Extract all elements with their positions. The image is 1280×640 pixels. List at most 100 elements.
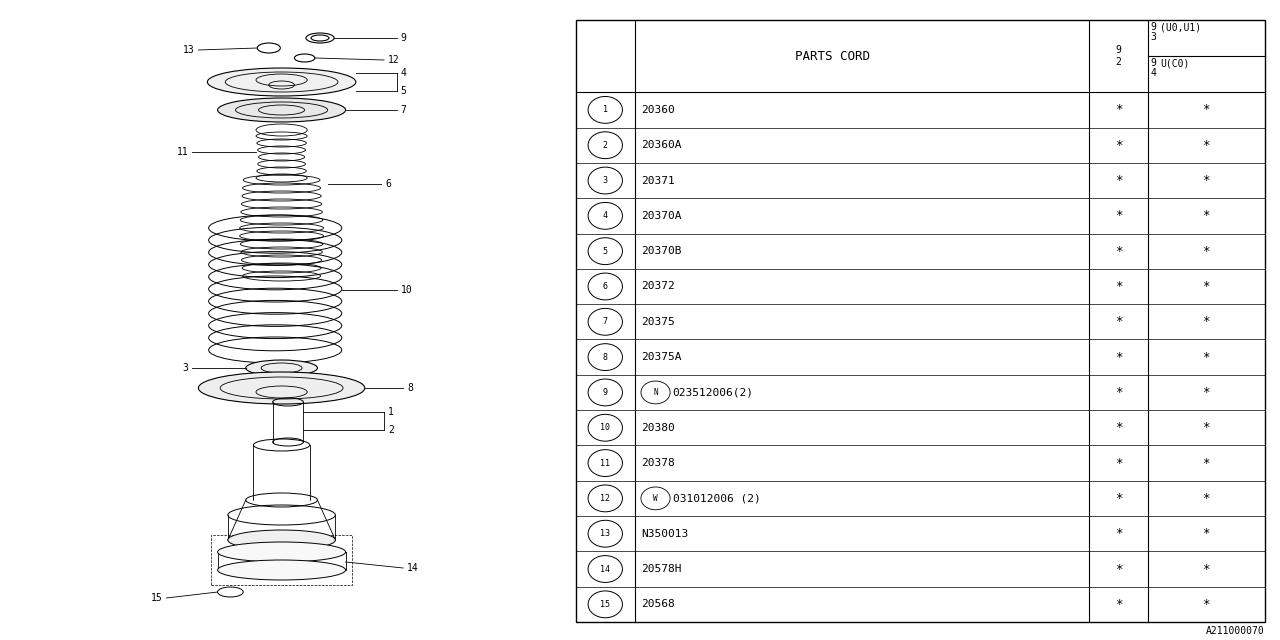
Circle shape bbox=[588, 379, 622, 406]
Bar bbox=[211, 535, 352, 585]
Text: 20375: 20375 bbox=[641, 317, 675, 327]
Text: 20370A: 20370A bbox=[641, 211, 681, 221]
Text: 9: 9 bbox=[603, 388, 608, 397]
Text: 20371: 20371 bbox=[641, 175, 675, 186]
Text: *: * bbox=[1115, 139, 1123, 152]
Text: 4: 4 bbox=[1151, 68, 1156, 78]
Text: 20380: 20380 bbox=[641, 423, 675, 433]
Circle shape bbox=[588, 520, 622, 547]
Ellipse shape bbox=[218, 98, 346, 122]
Text: 4: 4 bbox=[603, 211, 608, 220]
Text: 20360A: 20360A bbox=[641, 140, 681, 150]
Text: 9: 9 bbox=[1151, 22, 1156, 32]
Text: *: * bbox=[1202, 244, 1210, 258]
Text: 14: 14 bbox=[600, 564, 611, 573]
Text: *: * bbox=[1202, 421, 1210, 435]
Circle shape bbox=[588, 97, 622, 124]
Text: 9: 9 bbox=[1151, 58, 1156, 68]
Text: *: * bbox=[1115, 492, 1123, 505]
Circle shape bbox=[641, 487, 671, 510]
Text: 3: 3 bbox=[603, 176, 608, 185]
Text: 20360: 20360 bbox=[641, 105, 675, 115]
Text: 13: 13 bbox=[600, 529, 611, 538]
Text: *: * bbox=[1115, 209, 1123, 222]
Circle shape bbox=[588, 202, 622, 229]
Text: 7: 7 bbox=[603, 317, 608, 326]
Text: 3: 3 bbox=[182, 363, 188, 373]
Ellipse shape bbox=[246, 360, 317, 376]
Ellipse shape bbox=[228, 530, 335, 550]
Text: 15: 15 bbox=[600, 600, 611, 609]
Text: 3: 3 bbox=[1151, 32, 1156, 42]
Text: *: * bbox=[1115, 316, 1123, 328]
Circle shape bbox=[588, 414, 622, 441]
Text: 12: 12 bbox=[600, 494, 611, 503]
Circle shape bbox=[588, 167, 622, 194]
Ellipse shape bbox=[218, 542, 346, 562]
Text: *: * bbox=[1115, 174, 1123, 187]
Text: (U0,U1): (U0,U1) bbox=[1161, 22, 1202, 32]
Text: 6: 6 bbox=[385, 179, 392, 189]
Text: *: * bbox=[1202, 527, 1210, 540]
Circle shape bbox=[588, 344, 622, 371]
Text: *: * bbox=[1115, 421, 1123, 435]
Text: *: * bbox=[1202, 104, 1210, 116]
Circle shape bbox=[588, 273, 622, 300]
Text: 5: 5 bbox=[401, 86, 407, 96]
Text: 7: 7 bbox=[401, 105, 407, 115]
Text: 2: 2 bbox=[388, 425, 394, 435]
Text: *: * bbox=[1115, 280, 1123, 293]
Text: 10: 10 bbox=[401, 285, 412, 295]
Text: *: * bbox=[1115, 104, 1123, 116]
Text: 13: 13 bbox=[183, 45, 195, 55]
Circle shape bbox=[588, 308, 622, 335]
Circle shape bbox=[588, 237, 622, 264]
Text: *: * bbox=[1115, 386, 1123, 399]
Text: 12: 12 bbox=[388, 55, 399, 65]
Circle shape bbox=[588, 450, 622, 477]
Text: 15: 15 bbox=[151, 593, 163, 603]
Circle shape bbox=[588, 132, 622, 159]
Text: *: * bbox=[1202, 456, 1210, 470]
Text: 1: 1 bbox=[388, 407, 394, 417]
Text: *: * bbox=[1202, 174, 1210, 187]
Text: W: W bbox=[653, 494, 658, 503]
Circle shape bbox=[588, 485, 622, 512]
Text: 5: 5 bbox=[603, 246, 608, 255]
Text: 9: 9 bbox=[401, 33, 407, 43]
Text: *: * bbox=[1202, 280, 1210, 293]
Ellipse shape bbox=[198, 372, 365, 404]
Ellipse shape bbox=[207, 68, 356, 96]
Text: 20372: 20372 bbox=[641, 282, 675, 291]
Text: 4: 4 bbox=[401, 68, 407, 78]
Circle shape bbox=[641, 381, 671, 404]
Text: 2: 2 bbox=[603, 141, 608, 150]
Text: *: * bbox=[1115, 244, 1123, 258]
Text: *: * bbox=[1115, 598, 1123, 611]
Text: *: * bbox=[1202, 492, 1210, 505]
Text: N350013: N350013 bbox=[641, 529, 689, 539]
Text: *: * bbox=[1202, 209, 1210, 222]
Text: 20568: 20568 bbox=[641, 599, 675, 609]
Text: 20375A: 20375A bbox=[641, 352, 681, 362]
Text: 8: 8 bbox=[407, 383, 413, 393]
Text: 11: 11 bbox=[177, 147, 188, 157]
Text: 9: 9 bbox=[1115, 45, 1121, 55]
Text: *: * bbox=[1115, 563, 1123, 575]
Text: 20578H: 20578H bbox=[641, 564, 681, 574]
Text: *: * bbox=[1202, 139, 1210, 152]
Text: 8: 8 bbox=[603, 353, 608, 362]
Text: 6: 6 bbox=[603, 282, 608, 291]
Text: 031012006 (2): 031012006 (2) bbox=[673, 493, 760, 504]
Circle shape bbox=[588, 556, 622, 582]
Ellipse shape bbox=[218, 560, 346, 580]
Text: *: * bbox=[1202, 316, 1210, 328]
Text: *: * bbox=[1115, 527, 1123, 540]
Text: *: * bbox=[1202, 386, 1210, 399]
Text: 11: 11 bbox=[600, 459, 611, 468]
Text: *: * bbox=[1115, 456, 1123, 470]
Text: N: N bbox=[653, 388, 658, 397]
Text: 10: 10 bbox=[600, 423, 611, 432]
Text: 14: 14 bbox=[407, 563, 419, 573]
Text: 20378: 20378 bbox=[641, 458, 675, 468]
